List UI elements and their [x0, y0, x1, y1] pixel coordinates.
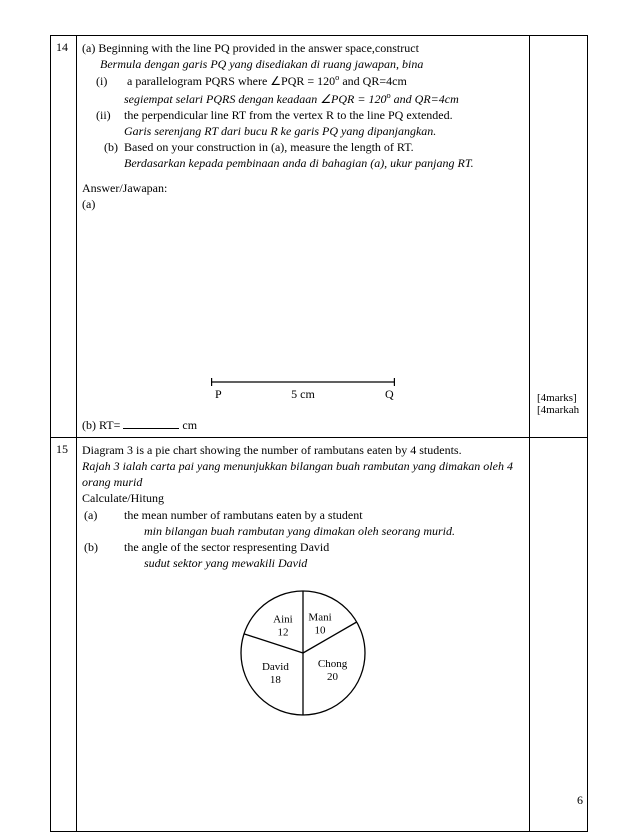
q14-number: 14	[56, 40, 68, 54]
q15-intro-ms: Rajah 3 ialah carta pai yang menunjukkan…	[82, 458, 524, 490]
q14-i-en: (i) a parallelogram PQRS where ∠PQR = 12…	[82, 72, 524, 89]
pie-chart: Mani10 Chong20 David18 Aini12	[223, 583, 383, 723]
q15-b-en: (b)the angle of the sector respresenting…	[104, 539, 524, 555]
svg-text:P: P	[215, 387, 222, 401]
q14-marks-cell: [4marks] [4markah	[530, 36, 588, 438]
svg-text:18: 18	[270, 674, 282, 686]
q14-marks: [4marks] [4markah	[537, 392, 579, 416]
svg-text:David: David	[262, 661, 289, 673]
svg-text:Q: Q	[385, 387, 394, 401]
question-table: 14 (a) Beginning with the line PQ provid…	[50, 35, 588, 832]
q14-a-intro-en: (a) Beginning with the line PQ provided …	[82, 40, 524, 56]
q14-answer-a: (a)	[82, 196, 524, 212]
q14-a-intro-ms: Bermula dengan garis PQ yang disediakan …	[82, 56, 524, 72]
q14-number-cell: 14	[51, 36, 77, 438]
q15-content: Diagram 3 is a pie chart showing the num…	[77, 437, 530, 832]
q15-marks-cell	[530, 437, 588, 832]
pie-chart-wrap: Mani10 Chong20 David18 Aini12	[82, 571, 524, 767]
q14-ii-ms: Garis serenjang RT dari bucu R ke garis …	[82, 123, 524, 139]
page-number: 6	[577, 793, 583, 808]
q15-intro-en: Diagram 3 is a pie chart showing the num…	[82, 442, 524, 458]
svg-text:10: 10	[315, 625, 327, 637]
q14-ii-en: (ii)the perpendicular line RT from the v…	[82, 107, 524, 123]
q15-a-ms: min bilangan buah rambutan yang dimakan …	[104, 523, 524, 539]
pq-line-svg: P Q 5 cm	[211, 374, 395, 404]
q14-b-ms: Berdasarkan kepada pembinaan anda di bah…	[82, 155, 524, 171]
svg-text:12: 12	[277, 627, 288, 639]
q14-content: (a) Beginning with the line PQ provided …	[77, 36, 530, 438]
q14-rt-line: (b) RT= cm	[82, 418, 524, 433]
svg-text:Mani: Mani	[308, 612, 331, 624]
svg-text:5 cm: 5 cm	[291, 387, 315, 401]
q15-number: 15	[56, 442, 68, 456]
q14-i-ms: segiempat selari PQRS dengan keadaan ∠PQ…	[82, 90, 524, 107]
svg-text:20: 20	[327, 671, 339, 683]
q15-b-ms: sudut sektor yang mewakili David	[104, 555, 524, 571]
q15-list: (a)the mean number of rambutans eaten by…	[82, 507, 524, 572]
pq-line: P Q 5 cm	[211, 374, 395, 408]
q14-b-en: (b)Based on your construction in (a), me…	[82, 139, 524, 155]
q14-answer-space: P Q 5 cm	[82, 212, 524, 412]
q15-a-en: (a)the mean number of rambutans eaten by…	[104, 507, 524, 523]
svg-text:Aini: Aini	[273, 614, 293, 626]
q15-calc: Calculate/Hitung	[82, 490, 524, 506]
q15-number-cell: 15	[51, 437, 77, 832]
svg-text:Chong: Chong	[318, 658, 348, 670]
q14-answer-label: Answer/Jawapan:	[82, 180, 524, 196]
rt-blank	[123, 428, 179, 429]
